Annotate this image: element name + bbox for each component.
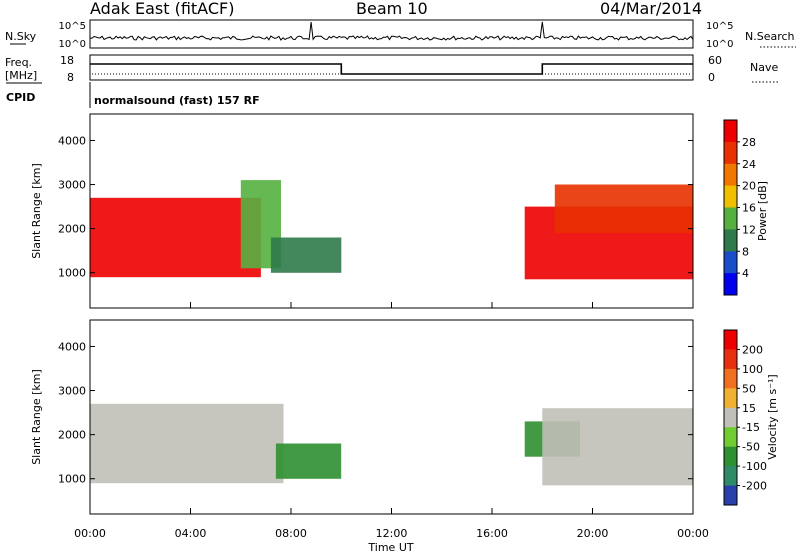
ytick-label: 4000 <box>58 340 86 353</box>
colorbar-tick-label: -200 <box>742 480 767 493</box>
colorbar-tick-label: 28 <box>742 136 756 149</box>
scatter-region-3 <box>542 408 694 486</box>
cpid-program: normalsound (fast) 157 RF <box>94 94 260 107</box>
colorbar-segment <box>724 185 737 208</box>
velocity-cbar-label: Velocity [m s⁻¹] <box>766 374 779 459</box>
freq-label-1: Freq. <box>5 56 32 69</box>
colorbar-segment <box>724 207 737 230</box>
colorbar-tick-label: 24 <box>742 158 756 171</box>
power-cbar-label: Power [dB] <box>756 181 769 241</box>
ytick-label: 2000 <box>58 429 86 442</box>
colorbar-tick-label: -100 <box>742 460 767 473</box>
colorbar-segment <box>724 229 737 252</box>
freq-tick-bottom: 8 <box>67 71 74 84</box>
xtick-label: 04:00 <box>175 527 207 540</box>
ytick-label: 2000 <box>58 223 86 236</box>
velocity-panel: 4000 3000 2000 1000 Slant Range [km] 200 100… <box>30 302 779 554</box>
colorbar-segment <box>724 368 737 389</box>
colorbar-segment <box>724 485 737 506</box>
colorbar-tick-label: 16 <box>742 202 756 215</box>
noise-panel: N.Sky 10^5 10^0 10^5 10^0 N.Search <box>5 19 796 50</box>
noise-tick-right-bottom: 10^0 <box>706 39 733 50</box>
xtick-label: 12:00 <box>376 527 408 540</box>
nave-tick-top: 60 <box>708 54 722 67</box>
colorbar-segment <box>724 349 737 370</box>
colorbar-segment <box>724 446 737 467</box>
power-data-regions <box>90 180 693 280</box>
colorbar-segment <box>724 163 737 187</box>
freq-label-2: [MHz] <box>5 69 37 82</box>
colorbar-tick-label: 200 <box>742 343 763 356</box>
xtick-label: 00:00 <box>677 527 709 540</box>
colorbar-segment <box>724 388 737 409</box>
colorbar-segment <box>724 120 737 143</box>
colorbar-segment <box>724 466 737 486</box>
noise-tick-left-top: 10^5 <box>59 21 86 32</box>
colorbar-tick-label: 4 <box>742 267 749 280</box>
noise-right-label: N.Search <box>745 30 795 43</box>
colorbar-segment <box>724 407 737 428</box>
scatter-region-2 <box>270 237 342 273</box>
scatter-region-0 <box>90 197 261 278</box>
velocity-data-regions <box>90 403 694 486</box>
freq-panel: Freq. [MHz] 18 8 60 0 Nave <box>5 54 778 84</box>
time-axis-label: Time UT <box>367 541 413 554</box>
xtick-label: 20:00 <box>577 527 609 540</box>
freq-tick-top: 18 <box>60 54 74 67</box>
colorbar-tick-label: 12 <box>742 223 756 236</box>
colorbar-tick-label: -15 <box>742 421 760 434</box>
power-colorbar: 28 24 20 16 12 8 4 <box>723 119 756 296</box>
velocity-ylabel: Slant Range [km] <box>30 369 43 465</box>
ytick-label: 3000 <box>58 179 86 192</box>
colorbar-segment <box>724 273 737 296</box>
date-title: 04/Mar/2014 <box>600 0 702 18</box>
colorbar-segment <box>724 330 737 350</box>
station-title: Adak East (fitACF) <box>90 0 234 18</box>
nave-tick-bottom: 0 <box>708 71 715 84</box>
scatter-region-1 <box>275 443 342 479</box>
ytick-label: 3000 <box>58 385 86 398</box>
ytick-label: 1000 <box>58 267 86 280</box>
freq-step-trace <box>90 63 693 75</box>
colorbar-segment <box>724 427 737 448</box>
velocity-colorbar: 200 100 50 15 -15 -50 -100 -200 <box>723 329 767 506</box>
power-panel: 4000 3000 2000 1000 Slant Range [km] 28 24 20… <box>30 113 769 309</box>
noise-tick-left-bottom: 10^0 <box>59 39 86 50</box>
xtick-label: 16:00 <box>476 527 508 540</box>
cpid-label: CPID <box>6 91 35 104</box>
colorbar-tick-label: 8 <box>742 245 749 258</box>
scatter-region-4 <box>554 184 693 233</box>
noise-sky-trace <box>89 21 694 41</box>
nave-label: Nave <box>750 61 778 74</box>
noise-tick-right-top: 10^5 <box>706 21 733 32</box>
colorbar-segment <box>724 141 737 165</box>
xtick-label: 08:00 <box>275 527 307 540</box>
colorbar-tick-label: -50 <box>742 441 760 454</box>
colorbar-tick-label: 20 <box>742 180 756 193</box>
colorbar-tick-label: 50 <box>742 382 756 395</box>
noise-left-label: N.Sky <box>5 30 37 43</box>
colorbar-tick-label: 100 <box>742 363 763 376</box>
scatter-region-0 <box>90 403 284 484</box>
xtick-label: 00:00 <box>74 527 106 540</box>
colorbar-segment <box>724 251 737 274</box>
power-ylabel: Slant Range [km] <box>30 163 43 259</box>
ytick-label: 1000 <box>58 473 86 486</box>
ytick-label: 4000 <box>58 134 86 147</box>
colorbar-tick-label: 15 <box>742 402 756 415</box>
beam-title: Beam 10 <box>356 0 428 18</box>
